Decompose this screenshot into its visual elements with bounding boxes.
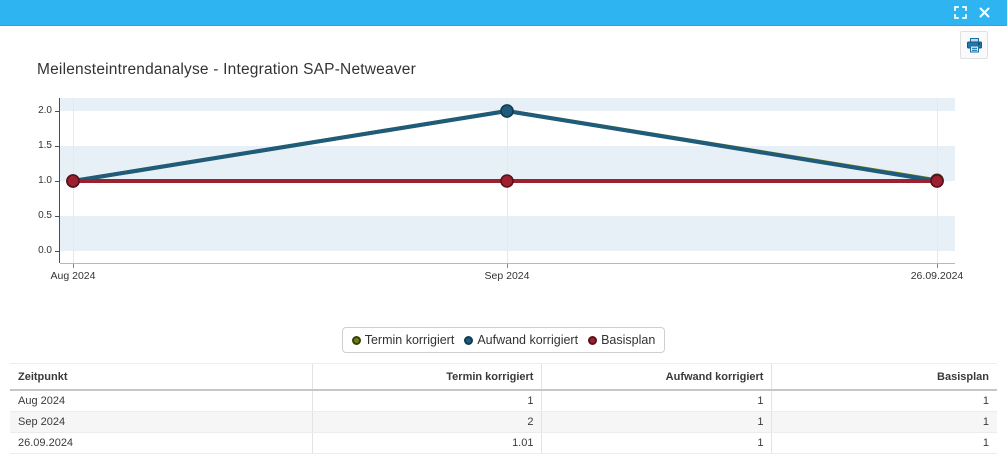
series-marker-icon: [464, 335, 474, 345]
legend-label: Basisplan: [601, 333, 656, 347]
cell-aufwand: 1: [541, 390, 772, 412]
fullscreen-button[interactable]: [951, 4, 969, 22]
column-header-aufwand-korrigiert: Aufwand korrigiert: [541, 363, 772, 391]
column-header-basisplan: Basisplan: [771, 363, 997, 391]
cell-zeitpunkt: 26.09.2024: [10, 432, 313, 454]
x-tick: [73, 264, 74, 268]
table-row: Sep 2024 2 1 1: [10, 411, 997, 433]
legend-item-termin-korrigiert[interactable]: Termin korrigiert: [351, 333, 455, 347]
legend-item-aufwand-korrigiert[interactable]: Aufwand korrigiert: [464, 333, 578, 347]
data-point[interactable]: [930, 174, 944, 188]
chart-svg: [66, 104, 944, 188]
series-marker-icon: [588, 335, 598, 345]
chart-legend: Termin korrigiert Aufwand korrigiert Bas…: [0, 327, 1007, 353]
y-axis-label: 1.0: [38, 175, 52, 186]
legend-label: Termin korrigiert: [364, 333, 455, 347]
cell-basisplan: 1: [771, 390, 997, 412]
data-point[interactable]: [500, 104, 514, 118]
x-axis-label: Sep 2024: [484, 270, 530, 282]
series-marker-icon: [351, 335, 361, 345]
y-tick: [55, 146, 60, 147]
column-header-zeitpunkt: Zeitpunkt: [10, 363, 313, 391]
y-axis-label: 1.5: [38, 140, 52, 151]
y-tick: [55, 216, 60, 217]
legend-box: Termin korrigiert Aufwand korrigiert Bas…: [341, 327, 666, 353]
series-line-1: [71, 109, 939, 183]
cell-zeitpunkt: Aug 2024: [10, 390, 313, 412]
cell-aufwand: 1: [541, 411, 772, 433]
chart-title: Meilensteintrendanalyse - Integration SA…: [37, 61, 416, 78]
cell-termin: 1.01: [311, 432, 542, 454]
y-tick: [55, 251, 60, 252]
y-axis: [59, 98, 60, 263]
dialog-titlebar: [0, 0, 1007, 26]
series-line-0: [71, 109, 939, 183]
table-row: Aug 2024 1 1 1: [10, 390, 997, 412]
y-axis-label: 0.5: [38, 210, 52, 221]
cell-termin: 1: [311, 390, 542, 412]
column-header-termin-korrigiert: Termin korrigiert: [311, 363, 542, 391]
close-button[interactable]: [975, 4, 993, 22]
x-tick: [507, 264, 508, 268]
table-row: 26.09.2024 1.01 1 1: [10, 432, 997, 454]
milestone-trend-chart: 2.0 1.5 1.0 0.5 0.0 Aug 2024 Sep 2024 26…: [38, 98, 964, 282]
y-axis-label: 0.0: [38, 245, 52, 256]
x-axis: [60, 263, 955, 264]
y-axis-label: 2.0: [38, 105, 52, 116]
x-tick: [937, 264, 938, 268]
printer-icon: [966, 37, 982, 52]
x-axis-label: Aug 2024: [50, 270, 96, 282]
data-table: Zeitpunkt Termin korrigiert Aufwand korr…: [10, 363, 997, 454]
close-icon: [979, 7, 989, 18]
print-button[interactable]: [960, 31, 988, 59]
cell-basisplan: 1: [771, 411, 997, 433]
cell-aufwand: 1: [541, 432, 772, 454]
cell-termin: 2: [311, 411, 542, 433]
expand-icon: [953, 6, 967, 19]
table-header-row: Zeitpunkt Termin korrigiert Aufwand korr…: [10, 363, 997, 391]
legend-label: Aufwand korrigiert: [477, 333, 579, 347]
data-point[interactable]: [500, 174, 514, 188]
legend-item-basisplan[interactable]: Basisplan: [588, 333, 655, 347]
cell-zeitpunkt: Sep 2024: [10, 411, 313, 433]
y-tick: [55, 181, 60, 182]
data-point[interactable]: [66, 174, 80, 188]
y-tick: [55, 111, 60, 112]
x-axis-label: 26.09.2024: [910, 270, 964, 282]
plot-area: [60, 98, 955, 263]
cell-basisplan: 1: [771, 432, 997, 454]
